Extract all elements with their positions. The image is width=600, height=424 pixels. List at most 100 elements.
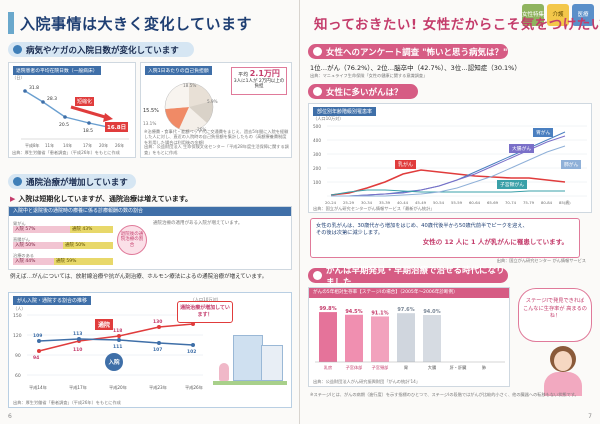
svg-text:45-49: 45-49 xyxy=(415,200,427,205)
svg-text:40-44: 40-44 xyxy=(397,200,409,205)
table-row: 治療のある 入院 44% 通院 59% xyxy=(13,253,113,269)
survival-value-label: 99.8% xyxy=(319,306,336,312)
cancer-trend-chart: がん入院・通院する割合の推移 （人口10万対） （人） 150 120 90 60 9… xyxy=(8,292,292,408)
pie-pct: 18.5% xyxy=(183,83,197,88)
badge-medical: 医療 xyxy=(572,4,594,26)
stomach-cancer-label: 胃がん xyxy=(533,128,554,137)
left-title-bar: 入院事情は大きく変化しています xyxy=(8,10,291,36)
svg-text:118: 118 xyxy=(113,328,122,334)
bullet-icon xyxy=(313,87,322,96)
section-heading-outpatient: 通院治療が増加しています xyxy=(8,174,136,189)
section-heading-text: 女性へのアンケート調査 "怖いと思う病気は？" xyxy=(326,47,508,58)
bullet-icon xyxy=(313,271,322,280)
note-source: 出典：国立がん研究センター がん情報サービス xyxy=(496,258,586,263)
svg-text:20年: 20年 xyxy=(99,142,108,148)
survey-answer: 1位…がん（76.2%）、2位…脳卒中（42.7%）、3位…認知症（30.1%） xyxy=(310,64,521,72)
lung-cancer-label: 肺がん xyxy=(561,160,582,169)
svg-text:18.5: 18.5 xyxy=(83,128,93,134)
survival-value-label: 91.1% xyxy=(371,310,388,316)
svg-text:113: 113 xyxy=(73,331,82,337)
svg-text:150: 150 xyxy=(13,313,22,319)
svg-text:平成20年: 平成20年 xyxy=(109,384,127,391)
svg-text:200: 200 xyxy=(313,166,321,171)
ratio-table: 入院中と退院後の通院時の療養に係る診療報酬の数の割合 胃がん 入院 57% 通院… xyxy=(8,206,292,270)
svg-text:30-34: 30-34 xyxy=(361,200,373,205)
self-pay-chart: 入院1日あたりの自己負担額 18.5% 5.9% 15.5% 13.1% 26%… xyxy=(140,62,292,158)
ratio-rows: 胃がん 入院 57% 通院 43% 直腸がん 入院 50% 通院 50% 治療の… xyxy=(13,221,113,269)
y-unit: （人口10万対） xyxy=(313,116,344,121)
chart-unit: （日） xyxy=(12,75,25,80)
svg-text:31.8: 31.8 xyxy=(29,85,39,91)
end-value-label: 16.8日 xyxy=(105,122,129,132)
svg-text:400: 400 xyxy=(313,138,321,143)
svg-text:65-69: 65-69 xyxy=(487,200,499,205)
survival-bar xyxy=(345,314,363,362)
increase-callout: 通院治療が増加しています！ xyxy=(177,301,233,323)
survival-chart: がんの5年相対生存率【ステージⅠの場合】（2005年〜2006年診断例） 99.… xyxy=(308,287,510,387)
svg-text:90: 90 xyxy=(15,353,21,359)
survival-value-label: 94.5% xyxy=(345,309,362,315)
breast-cancer-label: 乳がん xyxy=(395,160,417,169)
svg-text:平成8年: 平成8年 xyxy=(25,142,40,148)
survival-bar xyxy=(423,315,441,362)
speech-bubble: ステージIで発見できれば こんなに生存率が 高まるのね！ xyxy=(518,288,592,342)
right-page: 女性特集 介護 医療 知っておきたい! 女性だからこそ気をつけたい病気のこと 女… xyxy=(300,0,600,424)
section-heading-text: 女性に多いがんは？ xyxy=(326,87,403,98)
incidence-lines: 500 400 300 200 100 20-24 25-29 30-34 35-39 40-4… xyxy=(313,124,587,205)
section-heading-text: 通院治療が増加しています xyxy=(26,177,128,188)
hospital-illustration xyxy=(213,331,287,389)
inpatient-series-label: 入院 xyxy=(105,353,123,371)
chart-source: 出典：厚生労働省「患者調査」（平成26年）をもとに作成 xyxy=(12,149,120,155)
svg-text:20-24: 20-24 xyxy=(325,200,337,205)
chart-title: 部位別年齢階級別罹患率 xyxy=(313,107,377,116)
outpatient-series-label: 通院 xyxy=(95,319,114,330)
svg-text:平成17年: 平成17年 xyxy=(69,384,87,391)
section-heading-text: がんは早期発見・早期治療で治せる時代になりました xyxy=(326,265,505,288)
chart-title: 退院患者の平均在院日数（一般病床） xyxy=(13,66,101,75)
chart-note: ※治療費・食事代・差額ベッド代に交通費をまじえ、過去5年間に入院を経験した人に対… xyxy=(144,129,289,145)
svg-text:20.5: 20.5 xyxy=(59,122,69,128)
svg-text:120: 120 xyxy=(13,333,22,339)
svg-text:26年: 26年 xyxy=(115,142,124,148)
chart-title: がんの5年相対生存率【ステージⅠの場合】（2005年〜2006年診断例） xyxy=(309,288,509,298)
svg-text:300: 300 xyxy=(313,152,321,157)
table-row: 直腸がん 入院 50% 通院 50% xyxy=(13,237,113,253)
survival-category-label: 子宮体部 xyxy=(346,364,363,371)
survey-source: 出典：マニュライフ生命保険「女性の健康に関する意識調査」 xyxy=(310,73,428,78)
bullet-icon xyxy=(13,177,22,186)
decrease-label: 短縮化 xyxy=(75,97,95,106)
svg-text:80-84: 80-84 xyxy=(541,200,553,205)
avg-value: 2.1万円 xyxy=(249,69,280,78)
svg-text:平成14年: 平成14年 xyxy=(29,384,47,391)
category-badges: 女性特集 介護 医療 xyxy=(522,4,594,26)
survival-category-label: 大腸 xyxy=(428,364,437,371)
chart-unit: （人口10万対） xyxy=(190,297,221,302)
svg-text:35-39: 35-39 xyxy=(379,200,391,205)
survival-category-label: 肺 xyxy=(482,365,486,371)
svg-text:50-54: 50-54 xyxy=(433,200,445,205)
chart-title: がん入院・通院する割合の推移 xyxy=(13,296,92,305)
pie-pct: 15.5% xyxy=(143,108,159,114)
svg-text:111: 111 xyxy=(113,344,122,350)
chart-source: 出典：公益財団法人がん研究振興財団「がんの統計'14」 xyxy=(313,378,420,384)
svg-text:11年: 11年 xyxy=(45,142,54,148)
survival-bars: 99.8% 乳房 94.5% 子宮体部 91.1% 子宮頸部 97.6% 胃 94.0% 大腸 肝・… xyxy=(315,306,505,371)
table-description: 通院治療の適用がある入院が増えています。 xyxy=(153,221,243,226)
svg-text:85(歳): 85(歳) xyxy=(559,200,571,205)
pie-pct: 13.1% xyxy=(143,121,157,126)
chart-source: 出典：国立がん研究センターがん情報サービス「最新がん統計」 xyxy=(313,205,435,211)
svg-text:100: 100 xyxy=(313,180,321,185)
pie-pct: 5.9% xyxy=(207,99,218,104)
section-heading-early-detection: がんは早期発見・早期治療で治せる時代になりました xyxy=(308,266,508,288)
svg-text:60: 60 xyxy=(15,373,21,379)
footnote: ※ステージIとは、がんの病期（進行度）を示す指標のひとつで、ステージIの段階では… xyxy=(310,392,579,397)
bullet-icon xyxy=(13,45,22,54)
badge-women: 女性特集 xyxy=(522,4,544,26)
svg-text:70-74: 70-74 xyxy=(505,200,517,205)
survival-value-label: 94.0% xyxy=(423,309,440,315)
svg-text:28.3: 28.3 xyxy=(47,96,57,102)
table-header: 入院中と退院後の通院時の療養に係る診療報酬の数の割合 xyxy=(9,207,291,216)
right-title-bar: 知っておきたい! 女性だからこそ気をつけたい病気のこと xyxy=(308,10,600,36)
svg-text:14年: 14年 xyxy=(63,142,72,148)
